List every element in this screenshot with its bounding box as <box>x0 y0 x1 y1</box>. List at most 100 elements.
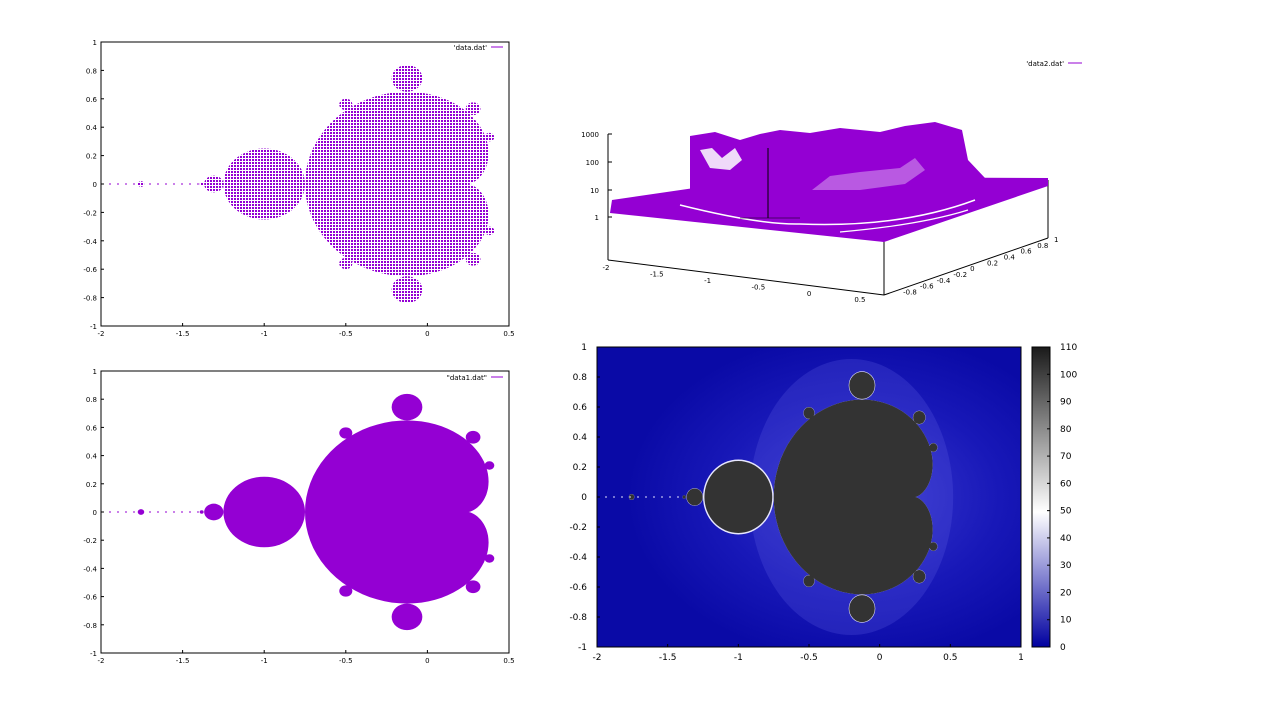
chart-3-panel: "data1.dat" -2 -1.5 -1 -0.5 0 0.5 1 0.8 0.6 0.4 0… <box>83 368 514 665</box>
y-tick-label: -0.6 <box>83 594 97 602</box>
x-tick-label: 0.5 <box>854 296 865 304</box>
x-tick-label: -1 <box>261 657 268 665</box>
x-tick-label: -2 <box>98 657 105 665</box>
colorbar-tick-label: 20 <box>1060 588 1072 598</box>
x-tick-label: -0.5 <box>339 330 353 338</box>
y-tick-label: -0.8 <box>903 288 917 296</box>
chart-4-panel: -2 -1.5 -1 -0.5 0 0.5 1 1 0.8 0.6 0.4 0.2 0 -0.2 -0.4… <box>569 343 1077 663</box>
x-tick-label: -0.5 <box>800 653 818 663</box>
y-tick-label: 0.8 <box>1037 242 1048 250</box>
y-tick-label: 0.2 <box>86 481 97 489</box>
period-4-bulb <box>686 488 703 506</box>
y-tick-label: 0.2 <box>987 259 998 267</box>
chart-2-y-ticks: -0.8-0.6-0.4-0.20 0.2 0.4 0.6 0.8 1 <box>903 236 1058 296</box>
x-tick-label: -2 <box>98 330 105 338</box>
y-tick-label: -0.4 <box>83 565 97 573</box>
y-tick-label: 0 <box>93 181 97 189</box>
colorbar-tick-label: 30 <box>1060 561 1072 571</box>
period-2-bulb <box>223 148 305 220</box>
y-tick-label: -1 <box>578 643 587 653</box>
mini-bulb-d <box>484 226 495 236</box>
y-tick-label: -0.4 <box>937 277 951 285</box>
y-tick-label: -1 <box>90 323 97 331</box>
y-tick-label: -0.6 <box>83 266 97 274</box>
y-tick-label: 0.4 <box>573 433 588 443</box>
mini-bulb-d <box>484 554 495 563</box>
colorbar-tick-label: 10 <box>1060 616 1072 626</box>
y-tick-label: 0.6 <box>1020 248 1032 256</box>
mini-bulb-b <box>339 257 353 270</box>
bottom-bulb <box>391 276 423 303</box>
y-tick-label: -0.8 <box>83 622 97 630</box>
chart-2-z-ticks: 1000 100 10 1 <box>581 131 612 222</box>
y-tick-label: -1 <box>90 650 97 658</box>
colorbar-tick-label: 0 <box>1060 643 1066 653</box>
satellite-minibrot <box>137 509 145 515</box>
period-4-bulb <box>204 175 224 193</box>
satellite-minibrot <box>137 181 145 187</box>
z-tick-label: 100 <box>586 159 599 167</box>
colorbar-tick-label: 50 <box>1060 507 1072 517</box>
mini-bulb-c <box>484 132 495 142</box>
y-tick-label: 0 <box>93 509 97 517</box>
colorbar-tick-label: 80 <box>1060 425 1072 435</box>
chart-2-surface-top <box>690 122 985 190</box>
y-tick-label: -0.2 <box>83 209 97 217</box>
x-tick-label: -1 <box>734 653 743 663</box>
chart-3-y-ticks: 1 0.8 0.6 0.4 0.2 0 -0.2 -0.4 -0.6 -0.8 -1 <box>83 368 104 658</box>
y-tick-label: 0.8 <box>86 396 97 404</box>
period-2-bulb <box>704 461 773 533</box>
chart-1-legend: 'data.dat' <box>454 44 487 52</box>
y-tick-label: 0.4 <box>86 453 98 461</box>
y-tick-label: -0.8 <box>569 613 587 623</box>
side-bulb-upper <box>465 102 481 116</box>
chart-2-surface-base <box>610 177 1048 242</box>
mini-bulb-a <box>339 427 353 439</box>
x-tick-label: 0 <box>877 653 883 663</box>
side-bulb-lower <box>913 570 926 583</box>
chart-1-y-ticks: 1 0.8 0.6 0.4 0.2 0 -0.2 -0.4 -0.6 -0.8 -1 <box>83 39 104 331</box>
y-tick-label: -0.2 <box>953 271 967 279</box>
x-tick-label: -0.5 <box>339 657 353 665</box>
chart-2-legend: 'data2.dat' <box>1026 60 1064 68</box>
y-tick-label: 0.2 <box>86 153 97 161</box>
chart-1-mandelbrot-points <box>101 65 495 303</box>
y-tick-label: 1 <box>93 39 97 47</box>
y-tick-label: -0.4 <box>569 553 587 563</box>
x-tick-label: -1.5 <box>650 270 664 278</box>
mini-bulb-b <box>803 575 815 587</box>
y-tick-label: 0 <box>581 493 587 503</box>
y-tick-label: 1 <box>1054 236 1058 244</box>
main-cardioid <box>773 399 933 595</box>
y-tick-label: -0.4 <box>83 238 97 246</box>
side-bulb-lower <box>465 580 481 594</box>
x-tick-label: 0 <box>807 290 811 298</box>
chart-4-mandelbrot-set <box>597 359 954 635</box>
x-tick-label: -1 <box>261 330 268 338</box>
y-tick-label: 0.6 <box>86 96 98 104</box>
small-bulb <box>199 510 204 514</box>
mini-bulb-a <box>339 98 353 111</box>
z-tick-label: 1000 <box>581 131 599 139</box>
z-tick-label: 10 <box>590 187 599 195</box>
satellite-minibrot <box>628 494 635 500</box>
x-tick-label: -1.5 <box>176 330 190 338</box>
x-tick-label: -1.5 <box>176 657 190 665</box>
y-tick-label: 0.8 <box>86 67 97 75</box>
x-tick-label: -1 <box>704 277 711 285</box>
colorbar-tick-label: 70 <box>1060 452 1072 462</box>
colorbar-tick-label: 60 <box>1060 479 1072 489</box>
period-4-bulb <box>204 503 224 521</box>
x-tick-label: 0.5 <box>943 653 957 663</box>
y-tick-label: -0.8 <box>83 295 97 303</box>
y-tick-label: -0.2 <box>83 537 97 545</box>
mini-bulb-b <box>339 585 353 597</box>
x-tick-label: -0.5 <box>752 283 766 291</box>
bottom-bulb <box>391 603 423 631</box>
colorbar-tick-label: 40 <box>1060 534 1072 544</box>
y-tick-label: 0 <box>970 265 974 273</box>
x-tick-label: 1 <box>1018 653 1024 663</box>
chart-3-mandelbrot-fill <box>101 393 495 631</box>
